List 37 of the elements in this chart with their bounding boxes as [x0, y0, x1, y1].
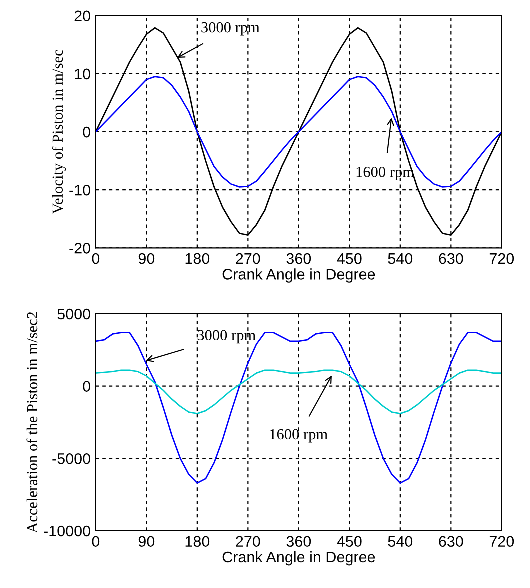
- x-tick-label: 450: [337, 536, 362, 548]
- annotation: 3000 rpm: [202, 22, 260, 36]
- x-tick-label: 450: [337, 253, 362, 264]
- y-tick-label: -10000: [44, 526, 90, 537]
- y-tick-label: -5000: [52, 454, 90, 464]
- y-tick-label: 5000: [58, 308, 90, 320]
- y-tick-label: 20: [74, 10, 90, 22]
- y-tick-label: 0: [83, 126, 90, 138]
- x-tick-label: 630: [439, 253, 464, 264]
- x-tick-label: 360: [286, 536, 312, 548]
- y-tick-label: -10: [70, 184, 90, 196]
- annotation: 3000 rpm: [198, 330, 256, 344]
- x-tick-label: 270: [236, 536, 260, 548]
- line-series: [96, 370, 502, 414]
- y-axis-title: Acceleration of the Piston in m/sec2: [26, 312, 38, 534]
- x-tick-label: 630: [439, 536, 464, 548]
- y-axis-title: Velocity of Piston in m/sec: [52, 50, 66, 214]
- y-tick-label: 0: [83, 381, 90, 392]
- x-tick-label: 270: [236, 253, 260, 264]
- annotation: 1600 rpm: [270, 429, 328, 443]
- x-tick-label: 90: [138, 536, 155, 548]
- x-tick-label: 540: [388, 536, 413, 548]
- x-tick-label: 0: [92, 253, 100, 264]
- x-tick-label: 180: [186, 536, 210, 548]
- line-series: [96, 332, 502, 484]
- line-series: [96, 76, 502, 188]
- x-tick-label: 360: [286, 253, 312, 264]
- x-axis-title: Crank Angle in Degree: [222, 268, 376, 283]
- x-axis-title: Crank Angle in Degree: [222, 551, 376, 566]
- x-tick-label: 540: [388, 253, 413, 264]
- x-tick-label: 90: [138, 253, 155, 264]
- x-tick-label: 180: [186, 253, 210, 264]
- y-tick-label: 10: [75, 68, 90, 80]
- x-tick-label: 720: [490, 536, 514, 548]
- x-tick-label: 720: [490, 253, 514, 264]
- x-tick-label: 0: [92, 536, 100, 548]
- y-tick-label: -20: [70, 243, 90, 254]
